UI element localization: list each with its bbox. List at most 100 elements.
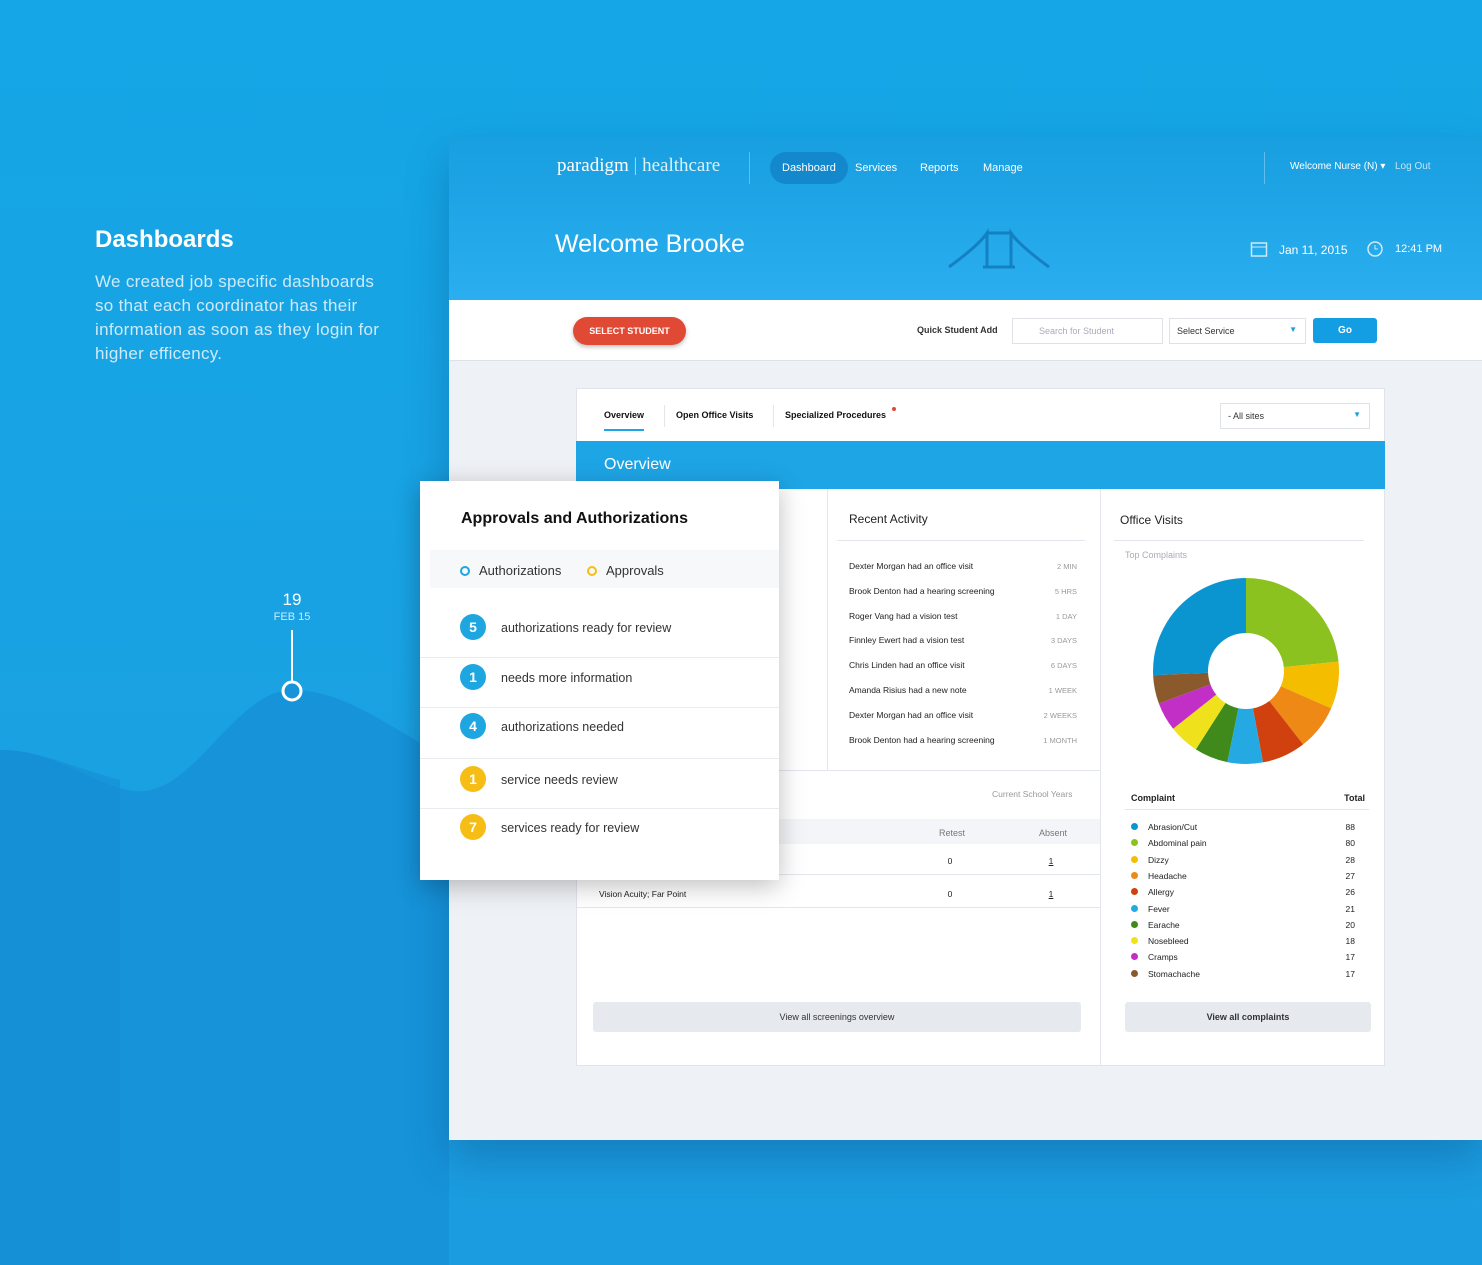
user-menu[interactable]: Welcome Nurse (N) ▾ (1290, 161, 1386, 172)
item-text[interactable]: authorizations ready for review (501, 621, 672, 635)
logo-product: healthcare (642, 155, 721, 176)
tab[interactable]: Overview (604, 410, 645, 431)
timeline-dot (281, 680, 303, 702)
absent-count[interactable]: 1 (1048, 889, 1054, 899)
timeline-date: FEB 15 (273, 611, 311, 623)
activity-text: Dexter Morgan had an office visit (849, 709, 974, 720)
divider (837, 540, 1085, 541)
service-select-label: Select Service (1177, 326, 1235, 336)
view-complaints-button[interactable]: View all complaints (1125, 1002, 1371, 1032)
donut-slice (1195, 703, 1239, 763)
time: 12:41 PM (1395, 243, 1443, 255)
item-text[interactable]: needs more information (501, 671, 633, 685)
item-text[interactable]: authorizations needed (501, 720, 625, 734)
divider (420, 757, 779, 759)
count-badge: 7 (460, 814, 486, 840)
legend-label: Approvals (606, 563, 664, 578)
complaint-total: 18 (1345, 936, 1355, 947)
legend-dot (1131, 920, 1138, 928)
legend-dot (1131, 888, 1138, 896)
legend (430, 550, 779, 588)
complaint-name: Cramps (1148, 952, 1178, 963)
nav-item[interactable]: Services (855, 162, 898, 174)
legend-label: Authorizations (479, 563, 562, 578)
recent-activity-title: Recent Activity (849, 512, 928, 526)
quick-add-label: Quick Student Add (917, 325, 998, 335)
complaint-name: Nosebleed (1148, 936, 1189, 947)
divider (420, 808, 779, 809)
retest-count: 0 (947, 856, 953, 866)
column-header: Total (1344, 793, 1365, 803)
complaint-name: Stomachache (1148, 968, 1200, 979)
donut-slice (1280, 661, 1340, 709)
logo-brand: paradigm (557, 155, 629, 176)
divider (827, 489, 828, 771)
count-badge: 1 (460, 766, 486, 792)
activity-text: Roger Vang had a vision test (849, 610, 958, 621)
search-placeholder: Search for Student (1039, 326, 1115, 336)
activity-time: 3 DAYS (1050, 636, 1077, 646)
view-screenings-button[interactable]: View all screenings overview (593, 1002, 1081, 1032)
overview-title: Overview (604, 456, 671, 473)
divider (1264, 152, 1265, 184)
complaint-total: 28 (1345, 854, 1355, 865)
complaint-name: Earache (1148, 919, 1180, 930)
absent-count[interactable]: 1 (1048, 856, 1054, 866)
nav-item[interactable]: Manage (983, 162, 1023, 174)
notification-dot (892, 407, 896, 411)
approvals-popup: Approvals and Authorizations Authorizati… (420, 481, 779, 880)
divider (1100, 489, 1101, 1065)
complaint-name: Dizzy (1148, 854, 1169, 865)
donut-slice (1153, 578, 1246, 676)
divider (577, 770, 1100, 771)
complaint-total: 80 (1345, 838, 1355, 849)
sites-select[interactable]: - All sites ▼ (1220, 403, 1370, 429)
logout[interactable]: Log Out (1395, 161, 1431, 172)
complaint-name: Abrasion/Cut (1148, 822, 1198, 832)
column-header: Retest (938, 828, 965, 838)
donut-slice (1227, 708, 1263, 764)
screenings-period: Current School Years (992, 789, 1073, 799)
legend-dot (1131, 823, 1138, 830)
screening-name: Vision Acuity; Far Point (599, 889, 687, 899)
donut-slice (1269, 686, 1332, 745)
donut-slice (1158, 684, 1217, 729)
complaint-total: 26 (1345, 887, 1355, 898)
complaint-total: 27 (1345, 870, 1355, 881)
nav-item[interactable]: Dashboard (770, 152, 848, 184)
legend-dot (1131, 937, 1138, 945)
divider (664, 405, 665, 427)
divider (749, 152, 750, 184)
divider (577, 874, 1100, 875)
item-text[interactable]: services ready for review (501, 821, 640, 835)
logo[interactable]: paradigm | healthcare (557, 155, 721, 176)
toolbar: SELECT STUDENT Quick Student Add Search … (449, 300, 1482, 361)
item-text[interactable]: service needs review (501, 773, 618, 787)
dashboard-window: paradigm | healthcare Welcome Nurse (N) … (449, 137, 1482, 1140)
divider (420, 657, 779, 658)
welcome: Welcome Brooke (555, 230, 745, 258)
go-button[interactable]: Go (1313, 318, 1377, 343)
divider (420, 706, 779, 708)
legend-marker (587, 566, 597, 576)
sites-label: - All sites (1228, 411, 1265, 421)
tab[interactable]: Open Office Visits (676, 410, 754, 420)
activity-time: 1 WEEK (1048, 686, 1077, 695)
activity-time: 1 MONTH (1043, 735, 1077, 745)
divider (577, 907, 1100, 908)
donut-slice (1246, 578, 1339, 668)
wave-front (0, 750, 120, 1265)
user-name: Welcome Nurse (N) (1290, 161, 1378, 172)
tab[interactable]: Specialized Procedures (785, 410, 887, 420)
office-visits-title: Office Visits (1120, 513, 1183, 527)
legend-dot (1131, 839, 1138, 847)
service-select[interactable]: Select Service ▼ (1169, 318, 1306, 344)
search-input[interactable]: Search for Student (1012, 318, 1163, 344)
nav-item[interactable]: Reports (920, 162, 959, 174)
select-student-button[interactable]: SELECT STUDENT (573, 317, 686, 345)
legend-dot (1131, 969, 1138, 977)
donut-slice (1173, 694, 1226, 750)
activity-text: Dexter Morgan had an office visit (849, 561, 974, 571)
complaints-donut (1153, 578, 1340, 764)
